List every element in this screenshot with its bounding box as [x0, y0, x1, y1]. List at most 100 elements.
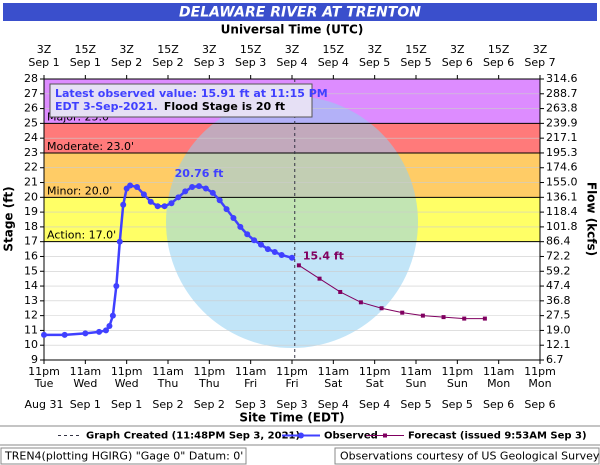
marker [168, 200, 175, 207]
marker [109, 312, 116, 319]
top-tick-hour: 3Z [37, 43, 52, 56]
y-tick-label: 25 [24, 116, 38, 129]
top-tick-date: Sep 4 [318, 56, 349, 69]
y-tick-label: 23 [24, 146, 38, 159]
marker [420, 313, 425, 318]
marker [482, 316, 487, 321]
x-tick-date: Sep 4 [318, 398, 349, 411]
top-tick-hour: 15Z [75, 43, 97, 56]
x-tick-label: 11pm [524, 365, 556, 378]
marker [189, 183, 196, 190]
marker [209, 189, 216, 196]
top-tick-hour: 15Z [157, 43, 179, 56]
legend-created-label: Graph Created (11:48PM Sep 3, 2021) [86, 431, 300, 442]
footer-box [0, 447, 247, 465]
footer-right: Observations courtesy of US Geological S… [340, 450, 600, 463]
marker [82, 330, 89, 337]
y2-tick-label: 314.6 [546, 72, 578, 85]
x-tick-label: 11am [152, 365, 183, 378]
marker [202, 185, 209, 192]
x-tick-label: 11pm [28, 365, 60, 378]
marker [400, 310, 405, 315]
top-tick-hour: 15Z [405, 43, 427, 56]
x-tick-date: Sep 1 [111, 398, 142, 411]
annotation-flood: Flood Stage is 20 ft [164, 100, 285, 113]
marker [120, 201, 127, 208]
y2-tick-label: 263.8 [546, 102, 578, 115]
marker [161, 203, 168, 210]
marker [278, 251, 285, 258]
x-tick-day: Sun [447, 377, 468, 390]
marker [113, 283, 120, 290]
footer-left: TREN4(plotting HGIRG) "Gage 0" Datum: 0' [4, 450, 243, 463]
y-tick-label: 27 [24, 87, 38, 100]
marker [134, 183, 140, 190]
chart-title: DELAWARE RIVER AT TRENTON [179, 5, 421, 21]
y2-tick-label: 6.7 [546, 353, 564, 366]
top-tick-hour: 3Z [119, 43, 134, 56]
x-tick-date: Sep 5 [400, 398, 431, 411]
y2-tick-label: 12.1 [546, 338, 571, 351]
series-line [298, 264, 485, 320]
x-tick-day: Thu [157, 377, 179, 390]
y-tick-label: 28 [24, 72, 38, 85]
marker [230, 215, 237, 222]
marker [61, 331, 68, 338]
marker [237, 223, 244, 230]
marker [41, 331, 47, 338]
top-tick-hour: 3Z [367, 43, 382, 56]
top-tick-date: Sep 5 [400, 56, 431, 69]
marker [264, 246, 271, 253]
marker [216, 197, 223, 204]
x-tick-day: Sat [324, 377, 343, 390]
y-tick-label: 20 [24, 190, 38, 203]
marker [106, 322, 113, 329]
x-tick-day: Wed [115, 377, 139, 390]
x-tick-date: Sep 6 [483, 398, 514, 411]
value-label: 15.4 ft [303, 249, 344, 262]
marker [358, 300, 363, 305]
x-tick-date: Sep 2 [194, 398, 225, 411]
x-tick-day: Thu [198, 377, 220, 390]
x-tick-day: Sat [366, 377, 385, 390]
marker [244, 231, 251, 238]
x-tick-date: Aug 31 [25, 398, 64, 411]
marker [462, 316, 467, 321]
top-tick-date: Sep 1 [70, 56, 101, 69]
watermark [166, 96, 418, 348]
x-tick-day: Fri [285, 377, 298, 390]
flood-label: Moderate: 23.0' [47, 140, 134, 153]
x-tick-day: Mon [487, 377, 510, 390]
x-tick-day: Fri [244, 377, 257, 390]
top-tick-hour: 15Z [240, 43, 262, 56]
x-tick-day: Sun [406, 377, 427, 390]
y2-tick-label: 19.0 [546, 323, 571, 336]
legend-label: Forecast (issued 9:53AM Sep 3) [408, 431, 587, 442]
top-tick-date: Sep 3 [235, 56, 266, 69]
top-tick-date: Sep 3 [194, 56, 225, 69]
y-axis-title: Stage (ft) [2, 186, 16, 251]
marker [289, 254, 295, 261]
x-tick-label: 11pm [441, 365, 473, 378]
y-tick-label: 13 [24, 294, 38, 307]
y-tick-label: 14 [24, 279, 38, 292]
x-tick-date: Sep 5 [442, 398, 473, 411]
marker [271, 249, 278, 256]
marker [338, 289, 343, 294]
marker [175, 194, 182, 201]
x-axis-title: Site Time (EDT) [239, 411, 344, 425]
top-tick-hour: 3Z [533, 43, 548, 56]
marker [116, 238, 123, 245]
y2-tick-label: 47.4 [546, 279, 571, 292]
marker [182, 188, 189, 195]
footer-box [334, 447, 600, 465]
y2-tick-label: 136.1 [546, 190, 578, 203]
top-tick-date: Sep 6 [483, 56, 514, 69]
y-tick-label: 15 [24, 264, 38, 277]
y2-tick-label: 239.9 [546, 116, 578, 129]
marker [296, 263, 301, 268]
top-tick-date: Sep 1 [28, 56, 59, 69]
x-tick-day: Mon [528, 377, 551, 390]
top-axis-title: Universal Time (UTC) [221, 23, 364, 37]
legend-label: Observed [324, 431, 378, 442]
